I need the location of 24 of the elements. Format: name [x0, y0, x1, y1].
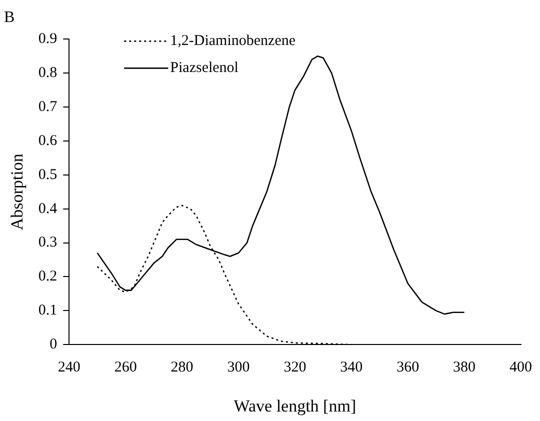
x-tick-label: 380	[453, 360, 476, 376]
x-tick-label: 340	[340, 360, 363, 376]
x-tick-label: 320	[284, 360, 306, 376]
y-tick-label: 0.3	[38, 234, 58, 251]
x-tick-label: 300	[227, 360, 250, 376]
y-tick-label: 0.9	[38, 31, 58, 48]
y-tick-label: 0.6	[38, 132, 58, 149]
y-axis-title: Absorption	[8, 153, 27, 230]
y-tick-label: 0.4	[38, 200, 58, 217]
y-tick-label: 0.7	[38, 99, 58, 116]
y-tick-label: 0	[50, 336, 58, 353]
x-tick-label: 360	[396, 360, 420, 376]
chart-title: B	[4, 8, 15, 26]
y-tick-label: 0.2	[38, 268, 58, 285]
y-tick-label: 0.5	[38, 166, 58, 183]
x-tick-label: 240	[58, 360, 80, 376]
y-tick-label: 0.1	[38, 302, 58, 319]
legend-label: 1,2-Diaminobenzene	[170, 33, 296, 50]
x-axis-title: Wave length [nm]	[234, 396, 356, 416]
x-tick-label: 260	[114, 360, 137, 376]
x-tick-label: 280	[170, 360, 194, 376]
x-tick-label: 400	[510, 360, 532, 376]
legend-label: Piazselenol	[170, 60, 238, 76]
y-tick-label: 0.8	[38, 65, 58, 82]
